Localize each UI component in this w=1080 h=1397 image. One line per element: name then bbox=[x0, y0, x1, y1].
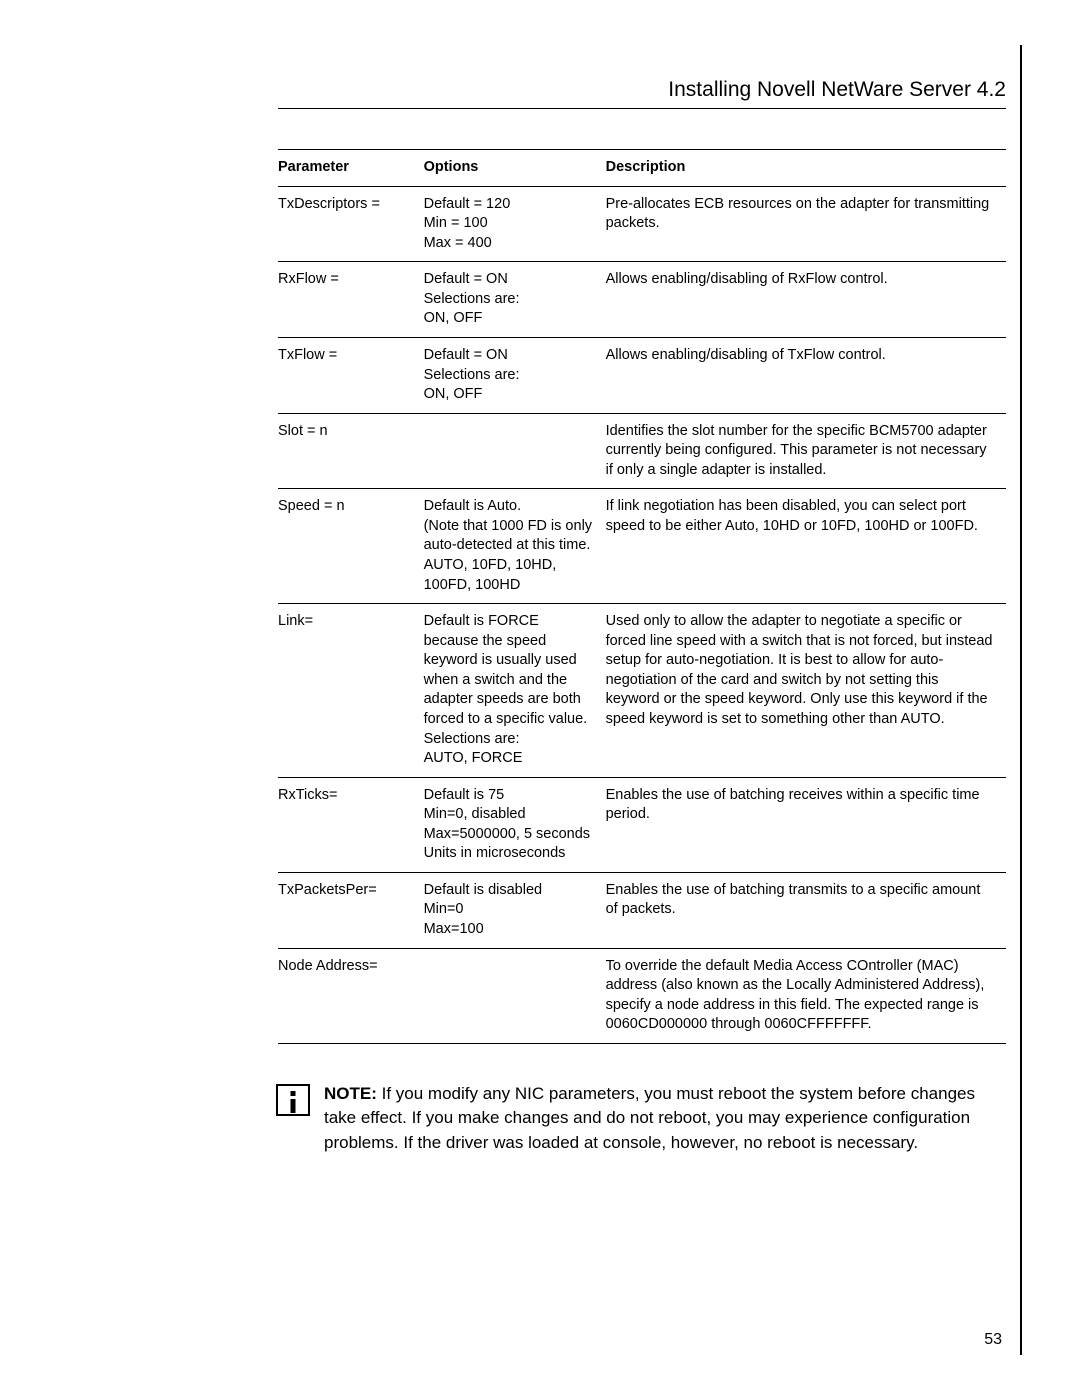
cell-options: Default = ON Selections are: ON, OFF bbox=[424, 262, 606, 338]
cell-options bbox=[424, 948, 606, 1043]
cell-parameter: Node Address= bbox=[278, 948, 424, 1043]
cell-parameter: Link= bbox=[278, 604, 424, 778]
table-row: RxTicks= Default is 75 Min=0, disabled M… bbox=[278, 777, 1006, 872]
cell-parameter: Speed = n bbox=[278, 489, 424, 604]
col-header-parameter: Parameter bbox=[278, 150, 424, 187]
cell-description: If link negotiation has been disabled, y… bbox=[606, 489, 1006, 604]
cell-description: Pre-allocates ECB resources on the adapt… bbox=[606, 186, 1006, 262]
cell-parameter: TxDescriptors = bbox=[278, 186, 424, 262]
cell-parameter: RxFlow = bbox=[278, 262, 424, 338]
col-header-options: Options bbox=[424, 150, 606, 187]
cell-options: Default is 75 Min=0, disabled Max=500000… bbox=[424, 777, 606, 872]
cell-options bbox=[424, 413, 606, 489]
page-number: 53 bbox=[984, 1331, 1002, 1349]
cell-options: Default is FORCE because the speed keywo… bbox=[424, 604, 606, 778]
page-content: Installing Novell NetWare Server 4.2 Par… bbox=[0, 0, 1080, 1156]
cell-options: Default = ON Selections are: ON, OFF bbox=[424, 337, 606, 413]
page-title: Installing Novell NetWare Server 4.2 bbox=[278, 78, 1006, 102]
cell-description: Allows enabling/disabling of TxFlow cont… bbox=[606, 337, 1006, 413]
table-row: Slot = n Identifies the slot number for … bbox=[278, 413, 1006, 489]
table-row: TxDescriptors = Default = 120 Min = 100 … bbox=[278, 186, 1006, 262]
cell-description: Enables the use of batching transmits to… bbox=[606, 872, 1006, 948]
col-header-description: Description bbox=[606, 150, 1006, 187]
cell-parameter: TxFlow = bbox=[278, 337, 424, 413]
cell-description: Enables the use of batching receives wit… bbox=[606, 777, 1006, 872]
cell-options: Default is Auto. (Note that 1000 FD is o… bbox=[424, 489, 606, 604]
table-header-row: Parameter Options Description bbox=[278, 150, 1006, 187]
cell-options: Default = 120 Min = 100 Max = 400 bbox=[424, 186, 606, 262]
parameters-table: Parameter Options Description TxDescript… bbox=[278, 149, 1006, 1044]
cell-description: To override the default Media Access COn… bbox=[606, 948, 1006, 1043]
cell-parameter: Slot = n bbox=[278, 413, 424, 489]
note-block: NOTE: If you modify any NIC parameters, … bbox=[276, 1082, 1006, 1156]
cell-parameter: RxTicks= bbox=[278, 777, 424, 872]
table-row: Link= Default is FORCE because the speed… bbox=[278, 604, 1006, 778]
table-row: Node Address= To override the default Me… bbox=[278, 948, 1006, 1043]
header-rule bbox=[278, 108, 1006, 109]
note-label: NOTE: bbox=[324, 1084, 377, 1103]
page-right-rule bbox=[1020, 45, 1022, 1355]
table-row: RxFlow = Default = ON Selections are: ON… bbox=[278, 262, 1006, 338]
table-row: TxFlow = Default = ON Selections are: ON… bbox=[278, 337, 1006, 413]
table-row: Speed = n Default is Auto. (Note that 10… bbox=[278, 489, 1006, 604]
cell-parameter: TxPacketsPer= bbox=[278, 872, 424, 948]
cell-description: Identifies the slot number for the speci… bbox=[606, 413, 1006, 489]
cell-description: Used only to allow the adapter to negoti… bbox=[606, 604, 1006, 778]
cell-description: Allows enabling/disabling of RxFlow cont… bbox=[606, 262, 1006, 338]
note-text: NOTE: If you modify any NIC parameters, … bbox=[324, 1082, 1006, 1156]
cell-options: Default is disabled Min=0 Max=100 bbox=[424, 872, 606, 948]
info-icon bbox=[276, 1084, 310, 1116]
note-body: If you modify any NIC parameters, you mu… bbox=[324, 1084, 975, 1152]
table-row: TxPacketsPer= Default is disabled Min=0 … bbox=[278, 872, 1006, 948]
